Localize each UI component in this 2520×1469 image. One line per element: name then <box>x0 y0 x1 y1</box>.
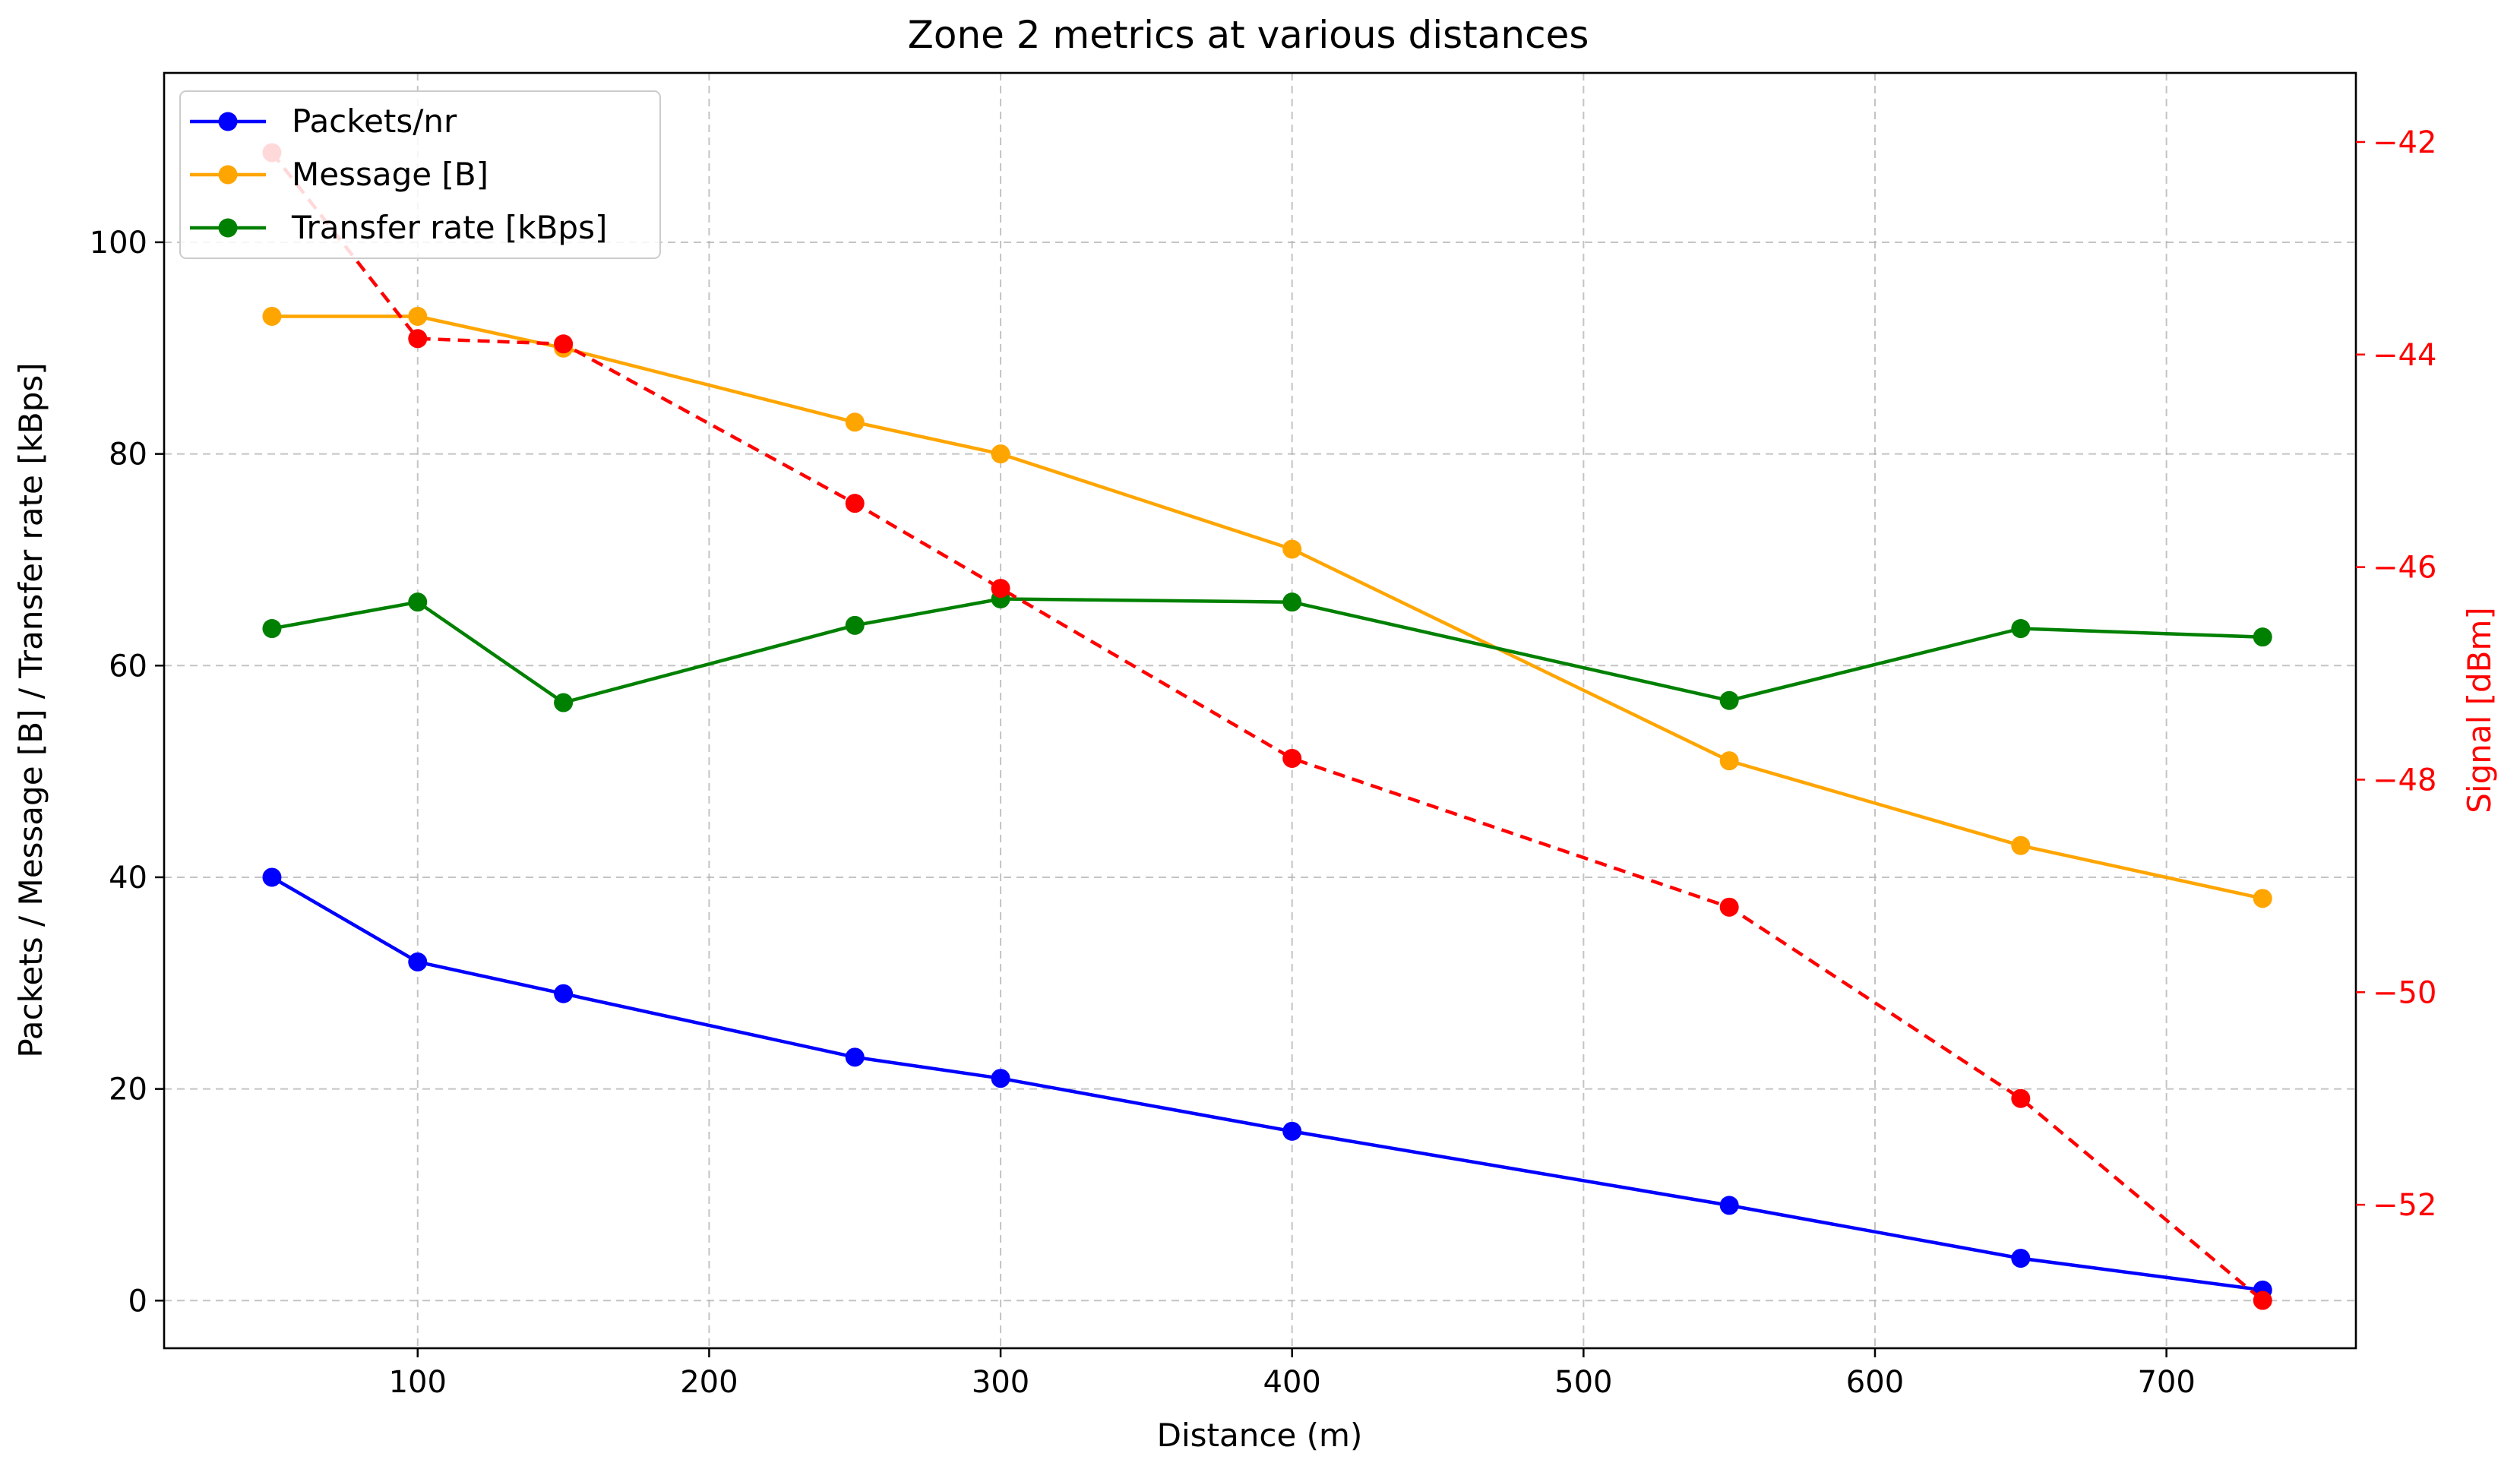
axis-ticks: 100 200 300 400 500 600 700 0 20 40 60 80 100 −52 −50 −… <box>90 125 2437 1400</box>
y2-tick-label: −50 <box>2373 975 2436 1010</box>
legend-label-message-b: Message [B] <box>292 156 489 193</box>
x-tick-label: 200 <box>680 1365 738 1400</box>
data-point-signal <box>408 329 428 349</box>
x-tick-label: 500 <box>1554 1365 1612 1400</box>
y2-axis-label: Signal [dBm] <box>2461 607 2498 813</box>
y-tick-label: 60 <box>109 649 147 684</box>
data-point-packets-nr <box>1719 1196 1739 1215</box>
data-point-packets-nr <box>262 867 282 887</box>
data-point-signal <box>2253 1291 2272 1310</box>
y-tick-label: 0 <box>128 1284 147 1319</box>
x-tick-label: 700 <box>2137 1365 2195 1400</box>
data-point-message-b <box>262 306 282 326</box>
data-point-transfer-rate-kbps <box>554 693 574 712</box>
legend-marker-transfer-rate-kbps <box>218 218 238 238</box>
data-point-packets-nr <box>408 952 428 971</box>
legend-label-packets-nr: Packets/nr <box>292 103 457 140</box>
y-tick-label: 100 <box>90 226 147 261</box>
series-layer <box>262 143 2272 1310</box>
legend-label-transfer-rate-kbps: Transfer rate [kBps] <box>291 209 607 246</box>
data-point-signal <box>2011 1088 2031 1108</box>
data-point-packets-nr <box>554 984 574 1003</box>
data-point-transfer-rate-kbps <box>2011 619 2031 639</box>
y2-tick-label: −42 <box>2373 125 2436 160</box>
data-point-transfer-rate-kbps <box>262 619 282 639</box>
data-point-transfer-rate-kbps <box>845 615 865 635</box>
legend-marker-packets-nr <box>218 112 238 131</box>
data-point-transfer-rate-kbps <box>1282 592 1302 612</box>
legend: Packets/nr Message [B] Transfer rate [kBps… <box>179 90 661 259</box>
data-point-message-b <box>845 412 865 432</box>
data-point-packets-nr <box>2011 1249 2031 1268</box>
x-tick-label: 300 <box>972 1365 1029 1400</box>
data-point-transfer-rate-kbps <box>2253 627 2272 647</box>
data-point-signal <box>1282 748 1302 768</box>
data-point-signal <box>1719 897 1739 917</box>
y-tick-label: 80 <box>109 438 147 472</box>
data-point-transfer-rate-kbps <box>1719 690 1739 710</box>
y2-tick-label: −48 <box>2373 763 2436 798</box>
y-tick-label: 40 <box>109 861 147 896</box>
y2-tick-label: −52 <box>2373 1188 2436 1223</box>
data-point-transfer-rate-kbps <box>408 592 428 612</box>
series-line-signal <box>270 151 2264 1302</box>
data-point-signal <box>554 334 574 354</box>
data-point-message-b <box>1282 539 1302 559</box>
data-point-message-b <box>2011 836 2031 855</box>
x-tick-label: 600 <box>1846 1365 1904 1400</box>
data-point-message-b <box>2253 889 2272 908</box>
y-axis-label: Packets / Message [B] / Transfer rate [k… <box>12 362 49 1057</box>
data-point-packets-nr <box>1282 1121 1302 1141</box>
legend-items: Packets/nr Message [B] Transfer rate [kBps… <box>190 103 607 246</box>
data-point-signal <box>991 579 1010 599</box>
y-tick-label: 20 <box>109 1073 147 1107</box>
data-point-packets-nr <box>845 1047 865 1067</box>
chart-title: Zone 2 metrics at various distances <box>908 13 1589 57</box>
data-point-message-b <box>408 306 428 326</box>
x-tick-label: 100 <box>389 1365 447 1400</box>
x-tick-label: 400 <box>1263 1365 1321 1400</box>
legend-box <box>179 90 661 259</box>
legend-marker-message-b <box>218 165 238 185</box>
data-point-message-b <box>991 444 1010 464</box>
x-axis-label: Distance (m) <box>1157 1417 1363 1454</box>
y2-tick-label: −44 <box>2373 338 2436 373</box>
data-point-message-b <box>1719 751 1739 771</box>
data-point-packets-nr <box>991 1069 1010 1088</box>
data-point-signal <box>845 494 865 513</box>
plot-frame <box>163 71 2357 1350</box>
y2-tick-label: −46 <box>2373 551 2436 586</box>
